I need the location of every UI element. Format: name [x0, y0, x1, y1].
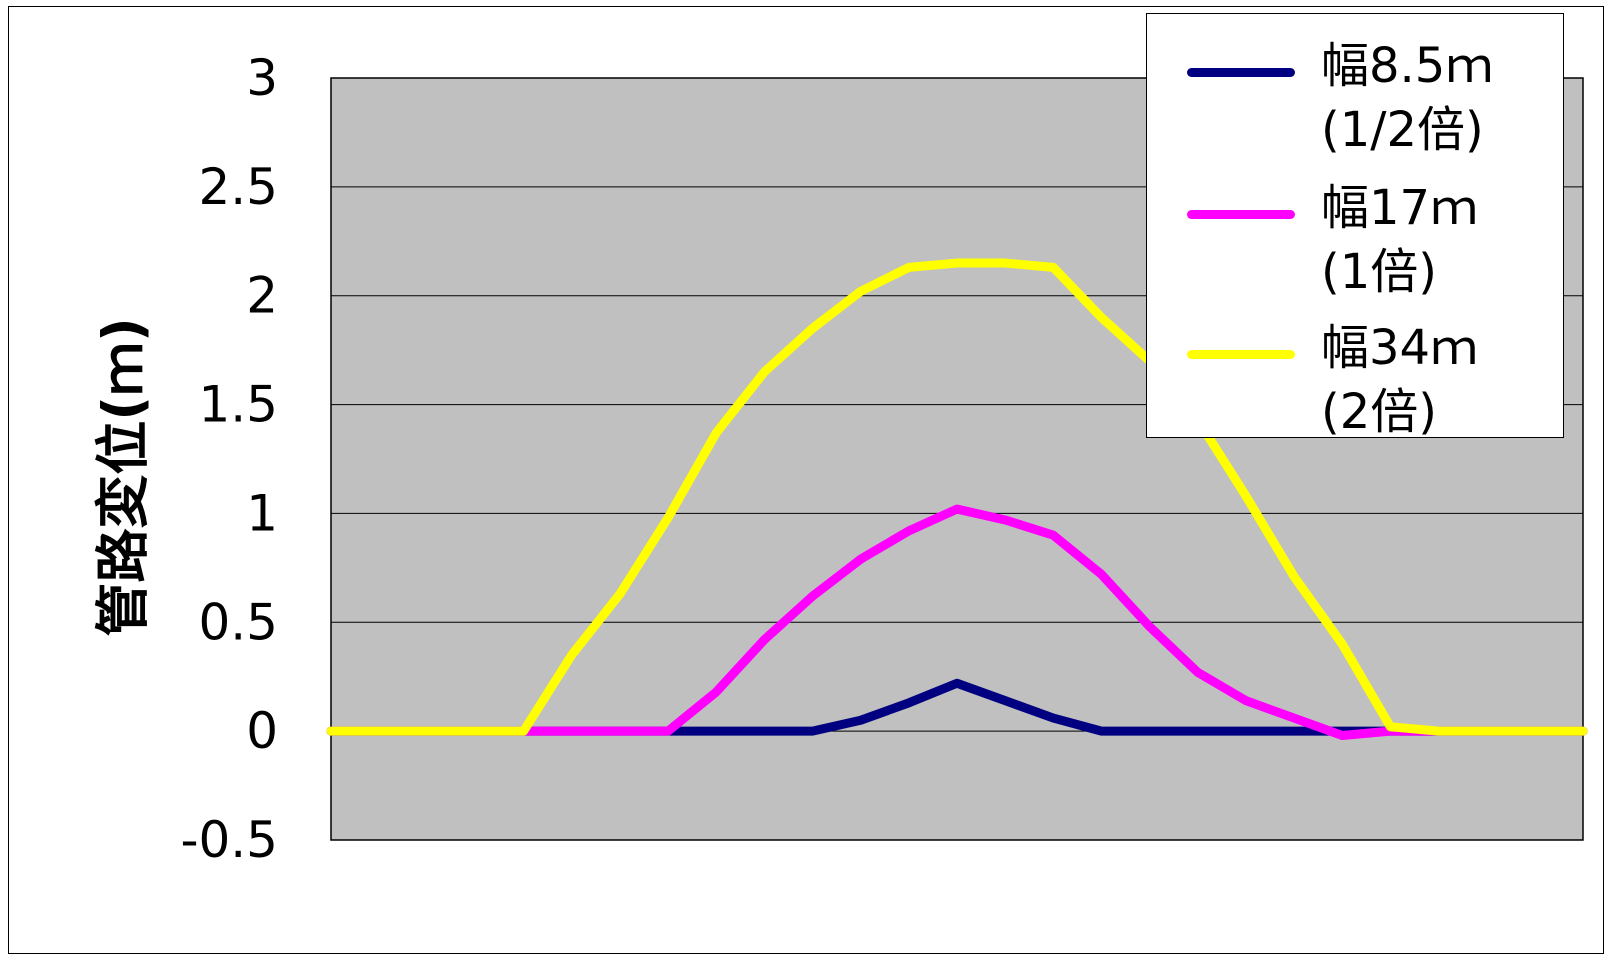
y-tick-label: 0	[246, 702, 278, 760]
legend-label-0-line-1: 幅8.5ｍ	[1321, 38, 1494, 94]
y-tick-label: 2	[246, 267, 278, 325]
y-tick-label: 3	[246, 49, 278, 107]
series-line-2	[326, 258, 1588, 736]
legend-label-1: 幅17ｍ (1倍)	[1321, 176, 1478, 304]
y-tick-label: -0.5	[180, 811, 278, 869]
series-line-1	[326, 504, 1588, 740]
legend-label-2-line-2: (2倍)	[1321, 384, 1437, 440]
chart-legend: 幅8.5ｍ (1/2倍) 幅17ｍ (1倍) 幅34ｍ (2倍)	[1146, 13, 1564, 440]
y-tick-label: 2.5	[198, 158, 278, 216]
legend-swatch-2	[1187, 350, 1295, 359]
y-tick-label: 0.5	[198, 593, 278, 651]
legend-label-2: 幅34ｍ (2倍)	[1321, 316, 1478, 444]
legend-swatch-0	[1187, 68, 1295, 77]
legend-label-2-line-1: 幅34ｍ	[1321, 320, 1479, 376]
legend-label-0: 幅8.5ｍ (1/2倍)	[1321, 34, 1493, 162]
legend-label-1-line-2: (1倍)	[1321, 244, 1437, 300]
y-tick-label: 1.5	[198, 376, 278, 434]
y-tick-label: 1	[246, 484, 278, 542]
legend-label-1-line-1: 幅17ｍ	[1321, 180, 1479, 236]
legend-swatch-1	[1187, 210, 1295, 219]
legend-label-0-line-2: (1/2倍)	[1321, 102, 1484, 158]
y-axis-label: 管路変位(ｍ)	[91, 317, 155, 637]
